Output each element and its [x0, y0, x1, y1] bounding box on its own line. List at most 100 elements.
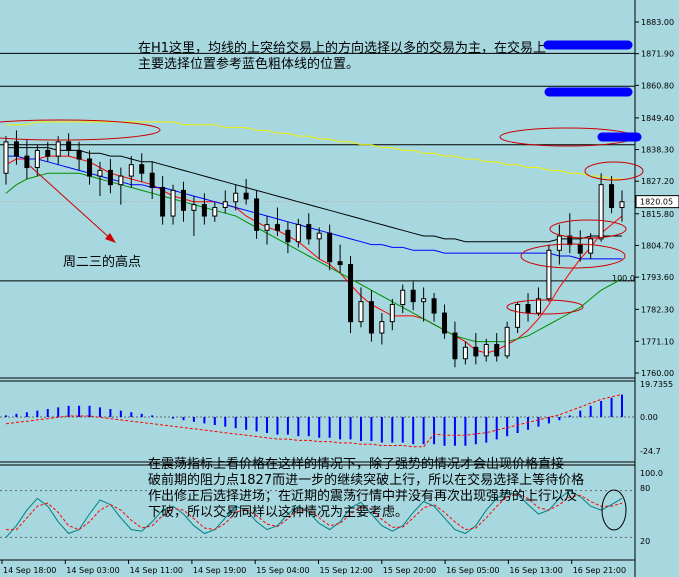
price-tick-label: 1793.60 — [641, 273, 674, 282]
candle-body — [368, 301, 374, 334]
candle-body — [55, 141, 61, 157]
candle-body — [45, 149, 51, 157]
oscillator-tick-label: 19.7355 — [640, 380, 673, 389]
candle-body — [431, 298, 437, 314]
top-note-line-1: 在H1这里，均线的上突给交易上的方向选择以多的交易为主，在交易上 — [138, 40, 546, 56]
candle-body — [274, 224, 280, 231]
candle-body — [515, 304, 521, 328]
axes: 1883.00 1871.90 1860.80 1849.40 1838.30 1827.… — [1, 18, 679, 575]
stochastic-panel — [0, 489, 635, 538]
bottom-note-line-3: 作出修正后选择进场；在近期的震荡行情中并没有再次出现强势的上行以及 — [148, 488, 577, 504]
candle-body — [306, 224, 312, 240]
time-tick-label: 15 Sep 20:00 — [383, 566, 436, 575]
stochastic-k-line — [5, 489, 623, 538]
candle-body — [598, 184, 604, 240]
candle-body — [233, 192, 239, 203]
candle-body — [421, 298, 427, 303]
candle-body — [609, 184, 615, 208]
time-tick-label: 14 Sep 19:00 — [193, 566, 246, 575]
candle-body — [316, 232, 322, 240]
candle-body — [264, 224, 270, 231]
candle-body — [180, 189, 186, 211]
oscillator-panel — [0, 393, 635, 448]
moving-average-3 — [6, 147, 622, 243]
candle-body — [442, 312, 448, 334]
oscillator-tick-label: -24.7 — [640, 447, 661, 456]
top-note-line-2: 主要选择位置参考蓝色粗体线的位置。 — [138, 56, 359, 72]
arrow-head — [105, 233, 116, 243]
candle-body — [358, 301, 364, 323]
candle-body — [410, 289, 416, 303]
highlight-ellipse — [601, 489, 627, 531]
level-marker-label: 100.0 — [612, 274, 635, 283]
candle-body — [588, 238, 594, 254]
price-tick-label: 1871.90 — [641, 50, 674, 59]
price-tick-label: 1827.20 — [641, 177, 674, 186]
stochastic-tick-label: 80 — [640, 484, 650, 493]
time-tick-label: 15 Sep 12:00 — [320, 566, 373, 575]
candle-body — [327, 232, 333, 263]
bottom-note-line-1: 在震荡指标上看价格在这样的情况下，除了强势的情况才会出现价格直接 — [148, 456, 564, 472]
candle-body — [577, 244, 583, 254]
candle-body — [97, 169, 103, 177]
candle-body — [400, 289, 406, 306]
highlight-ellipse — [506, 299, 584, 315]
candle-body — [222, 201, 228, 208]
candle-body — [556, 235, 562, 251]
price-tick-label: 1883.00 — [641, 18, 674, 27]
candle-body — [243, 192, 249, 200]
moving-average-lines — [5, 121, 623, 354]
price-tick-label: 1849.40 — [641, 114, 674, 123]
candle-body — [34, 149, 40, 169]
candle-body — [546, 249, 552, 300]
candle-body — [483, 343, 489, 357]
price-tick-label: 1838.30 — [641, 146, 674, 155]
arrow-shaft — [29, 165, 113, 241]
moving-average-4 — [6, 121, 622, 180]
candle-body — [337, 261, 343, 266]
candle-body — [87, 158, 93, 177]
current-price-box — [635, 195, 679, 209]
arrow-label: 周二三的高点 — [63, 254, 141, 270]
candle-body — [128, 164, 134, 177]
price-tick-label: 1804.70 — [641, 241, 674, 250]
candle-body — [567, 235, 573, 246]
candle-body — [160, 187, 166, 217]
candle-body — [254, 198, 260, 231]
current-price-label: 1820.05 — [640, 198, 673, 207]
candle-body — [76, 149, 82, 160]
time-tick-label: 16 Sep 13:00 — [509, 566, 562, 575]
price-tick-label: 1771.10 — [641, 337, 674, 346]
candle-body — [504, 326, 510, 357]
price-tick-label: 1760.00 — [641, 369, 674, 378]
price-tick-label: 1860.80 — [641, 81, 674, 90]
candle-body — [473, 346, 479, 357]
candle-body — [212, 206, 218, 217]
candle-body — [462, 346, 468, 360]
bottom-note-line-4: 下破，所以交易同样以这种情况为主要考虑。 — [148, 504, 408, 520]
stochastic-tick-label: 100.0 — [640, 469, 663, 478]
candle-body — [107, 169, 113, 186]
price-tick-label: 1782.30 — [641, 305, 674, 314]
annotation-marks — [0, 40, 644, 531]
candle-body — [201, 204, 207, 217]
candle-body — [170, 189, 176, 217]
highlight-ellipse — [0, 119, 161, 141]
candle-body — [389, 304, 395, 323]
candlestick-series — [3, 130, 625, 368]
oscillator-tick-label: 0.00 — [640, 413, 658, 422]
bottom-note-line-2: 破前期的阻力点1827而进一步的继续突破上行，所以在交易选择上等待价格 — [148, 472, 584, 488]
candle-body — [452, 332, 458, 360]
candle-body — [149, 172, 155, 189]
candle-body — [285, 229, 291, 243]
time-tick-label: 16 Sep 05:00 — [446, 566, 499, 575]
stochastic-d-line — [6, 493, 623, 531]
highlight-ellipse — [584, 161, 644, 181]
candle-body — [525, 304, 531, 314]
candle-body — [494, 343, 500, 357]
highlight-ellipse — [549, 219, 627, 239]
highlight-ellipse — [520, 243, 626, 269]
price-tick-label: 1815.80 — [641, 210, 674, 219]
